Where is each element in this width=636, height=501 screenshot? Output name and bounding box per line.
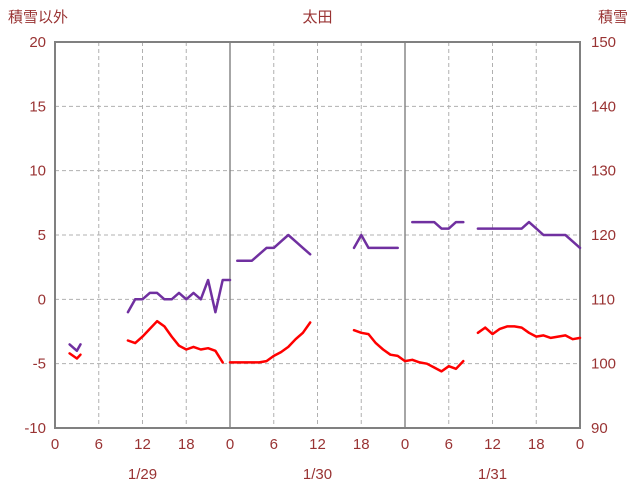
right-axis-tick-label: 130 xyxy=(591,163,616,180)
series-line-snow-depth xyxy=(411,220,465,230)
right-axis-tick-label: 150 xyxy=(591,34,616,51)
series-line-temperature xyxy=(228,321,312,364)
x-axis-tick-label: 18 xyxy=(528,436,545,453)
left-axis-tick-label: 15 xyxy=(29,98,46,115)
x-axis-tick-label: 12 xyxy=(134,436,151,453)
x-axis-tick-label: 6 xyxy=(95,436,103,453)
left-axis-tick-label: -10 xyxy=(24,420,46,437)
right-axis-title: 積雪 xyxy=(597,9,628,26)
x-axis-tick-label: 12 xyxy=(309,436,326,453)
x-axis-tick-label: 6 xyxy=(270,436,278,453)
left-axis-title: 積雪以外 xyxy=(8,9,69,26)
series-line-snow-depth xyxy=(352,233,399,250)
left-axis-tick-label: -5 xyxy=(33,356,46,373)
right-axis-tick-label: 140 xyxy=(591,98,616,115)
x-axis-tick-label: 18 xyxy=(353,436,370,453)
left-axis-tick-label: 10 xyxy=(29,163,46,180)
series-line-snow-depth xyxy=(126,278,232,314)
series-line-temperature xyxy=(68,352,82,360)
x-axis-tick-label: 0 xyxy=(51,436,59,453)
left-axis-tick-label: 5 xyxy=(38,227,46,244)
right-axis-tick-label: 90 xyxy=(591,420,608,437)
x-axis-tick-label: 6 xyxy=(445,436,453,453)
series-line-snow-depth xyxy=(68,343,82,353)
left-axis-tick-label: 0 xyxy=(38,291,46,308)
series-line-temperature xyxy=(126,319,224,364)
series-line-temperature xyxy=(476,325,582,341)
series-line-snow-depth xyxy=(476,220,582,250)
right-axis-tick-label: 110 xyxy=(591,291,615,308)
date-label: 1/31 xyxy=(478,466,507,483)
left-axis-tick-label: 20 xyxy=(29,34,46,51)
x-axis-tick-label: 18 xyxy=(178,436,195,453)
date-label: 1/30 xyxy=(303,466,332,483)
right-axis-tick-label: 100 xyxy=(591,356,616,373)
x-axis-tick-label: 12 xyxy=(484,436,501,453)
right-axis-tick-label: 120 xyxy=(591,227,616,244)
series-line-snow-depth xyxy=(236,233,312,262)
x-axis-tick-label: 0 xyxy=(576,436,584,453)
date-label: 1/29 xyxy=(128,466,157,483)
x-axis-tick-label: 0 xyxy=(401,436,409,453)
x-axis-tick-label: 0 xyxy=(226,436,234,453)
series-line-temperature xyxy=(352,328,465,373)
chart-title: 太田 xyxy=(302,9,333,26)
plot-border xyxy=(54,41,581,429)
